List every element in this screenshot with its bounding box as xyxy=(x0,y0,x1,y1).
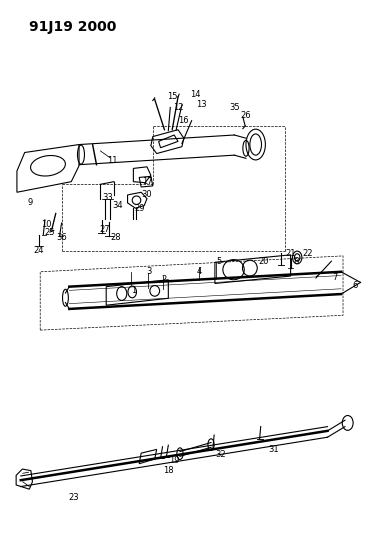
Text: 19: 19 xyxy=(169,456,179,465)
Text: 17: 17 xyxy=(142,177,152,186)
Text: 7: 7 xyxy=(333,272,338,281)
Text: 5: 5 xyxy=(216,257,221,265)
Text: 29: 29 xyxy=(134,204,144,213)
Text: 9: 9 xyxy=(28,198,33,207)
Text: 16: 16 xyxy=(179,116,189,125)
Text: 26: 26 xyxy=(240,111,251,120)
Text: 6: 6 xyxy=(352,280,357,289)
Text: 2: 2 xyxy=(162,275,167,284)
Text: 33: 33 xyxy=(103,193,113,202)
Text: 28: 28 xyxy=(111,233,121,242)
Text: 31: 31 xyxy=(268,445,278,454)
Text: 10: 10 xyxy=(41,220,51,229)
Text: 23: 23 xyxy=(68,492,79,502)
Text: 32: 32 xyxy=(215,450,226,459)
Text: 36: 36 xyxy=(56,233,67,242)
Text: 34: 34 xyxy=(113,201,123,210)
Text: 35: 35 xyxy=(229,103,240,112)
Text: 24: 24 xyxy=(33,246,43,255)
Text: 4: 4 xyxy=(197,268,202,276)
Text: 27: 27 xyxy=(99,225,109,234)
Text: 3: 3 xyxy=(146,268,152,276)
Text: 18: 18 xyxy=(163,466,174,475)
Text: 15: 15 xyxy=(167,92,178,101)
Text: 1: 1 xyxy=(131,286,136,295)
Text: 21: 21 xyxy=(285,249,296,258)
Text: 22: 22 xyxy=(303,249,313,258)
Text: 14: 14 xyxy=(190,90,201,99)
Text: 20: 20 xyxy=(258,257,269,265)
Text: 30: 30 xyxy=(142,190,152,199)
Text: 91J19 2000: 91J19 2000 xyxy=(29,20,116,34)
Text: 11: 11 xyxy=(107,156,117,165)
Text: 8: 8 xyxy=(294,257,299,265)
Text: 13: 13 xyxy=(196,100,206,109)
Text: 12: 12 xyxy=(173,103,183,112)
Text: 25: 25 xyxy=(45,228,55,237)
